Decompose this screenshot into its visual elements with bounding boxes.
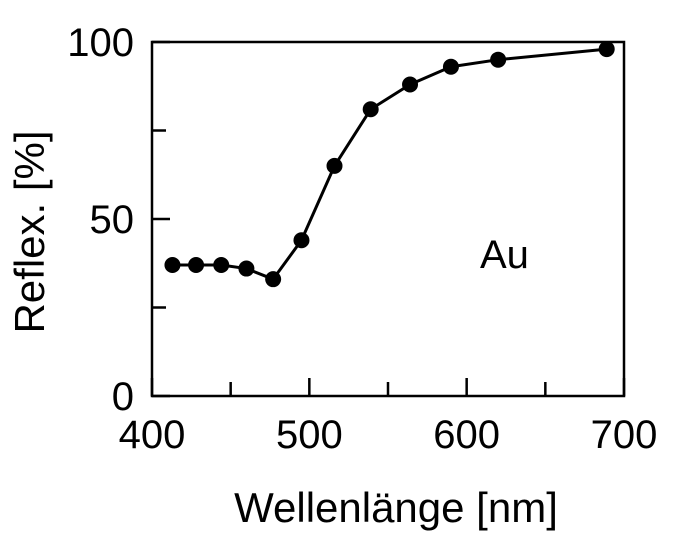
data-point — [490, 51, 507, 68]
y-tick-label: 0 — [112, 375, 134, 419]
y-axis-title: Reflex. [%] — [6, 130, 53, 333]
axis-ticks — [150, 40, 626, 398]
x-tick-label: 700 — [591, 413, 658, 457]
tick-labels: 400 500 600 700 0 50 100 — [67, 21, 657, 457]
data-point — [265, 271, 282, 288]
x-tick-label: 600 — [433, 413, 500, 457]
annotation-au: Au — [480, 233, 529, 277]
x-tick-label: 500 — [276, 413, 343, 457]
data-point — [598, 41, 615, 58]
data-point — [164, 257, 181, 274]
data-point — [293, 232, 310, 249]
x-tick-label: 400 — [119, 413, 186, 457]
x-axis-title: Wellenlänge [nm] — [234, 484, 558, 531]
data-point — [326, 157, 343, 174]
data-point — [402, 76, 419, 93]
data-point — [238, 260, 255, 277]
series-line — [172, 47, 607, 281]
data-point — [188, 257, 205, 274]
data-point — [362, 101, 379, 118]
y-tick-label: 100 — [67, 21, 134, 65]
data-point — [213, 257, 230, 274]
plot-frame — [150, 40, 626, 398]
data-series — [164, 41, 615, 288]
y-tick-label: 50 — [90, 198, 135, 242]
data-point — [442, 58, 459, 75]
